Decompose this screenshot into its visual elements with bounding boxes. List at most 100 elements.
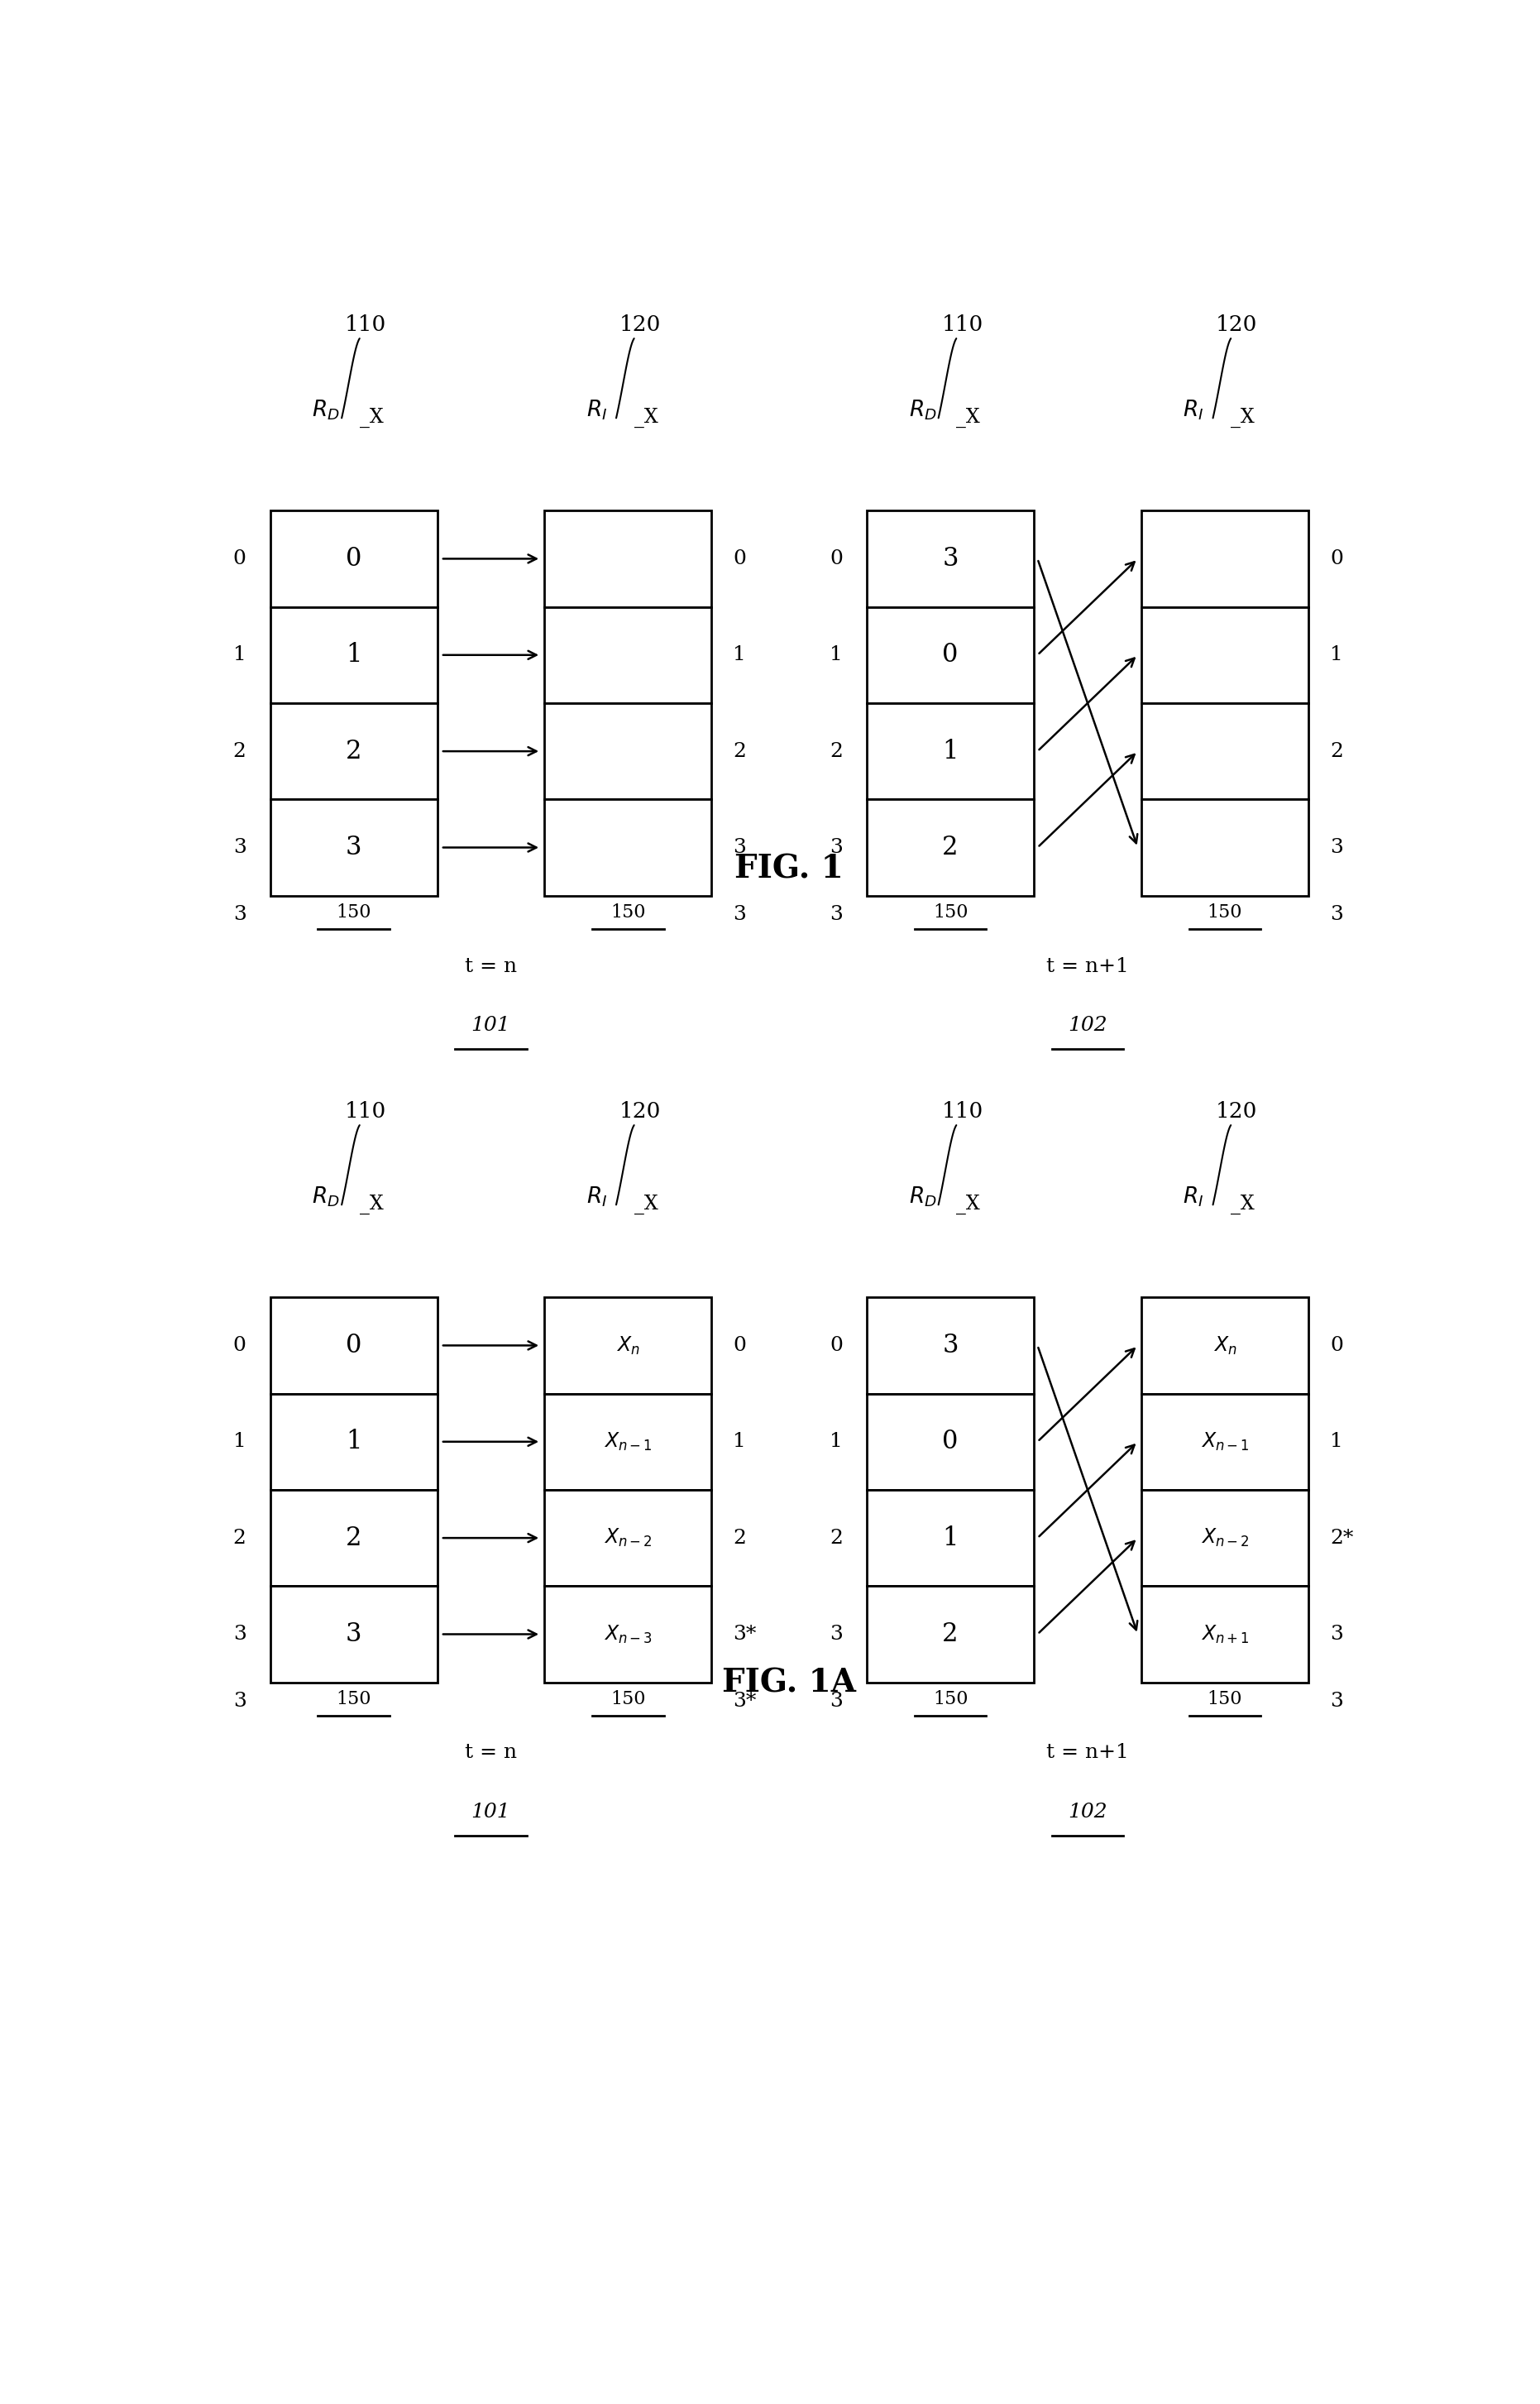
- Bar: [867, 510, 1033, 606]
- Text: 3: 3: [830, 1692, 842, 1712]
- Text: 110: 110: [941, 315, 983, 334]
- Text: $X_{n+1}$: $X_{n+1}$: [1201, 1623, 1249, 1644]
- Text: 3*: 3*: [733, 1692, 756, 1712]
- Text: 1: 1: [733, 647, 747, 664]
- Bar: [269, 801, 437, 897]
- Text: $R_I$: $R_I$: [587, 1185, 607, 1209]
- Text: FIG. 1A: FIG. 1A: [722, 1668, 856, 1700]
- Text: $X_n$: $X_n$: [616, 1334, 641, 1356]
- Text: 3: 3: [830, 839, 842, 856]
- Text: 0: 0: [733, 548, 747, 567]
- Text: 3: 3: [733, 839, 747, 856]
- Text: _X: _X: [1230, 1195, 1255, 1214]
- Text: 2: 2: [830, 743, 842, 760]
- Text: 2: 2: [233, 743, 246, 760]
- Bar: [1141, 606, 1309, 702]
- Bar: [1141, 1394, 1309, 1490]
- Text: $X_{n-1}$: $X_{n-1}$: [1201, 1430, 1249, 1452]
- Text: 2: 2: [345, 738, 362, 764]
- Bar: [545, 702, 711, 801]
- Text: 2: 2: [733, 1529, 747, 1548]
- Text: 0: 0: [233, 1337, 246, 1356]
- Text: 1: 1: [942, 1524, 958, 1551]
- Bar: [545, 1490, 711, 1587]
- Text: 1: 1: [830, 1433, 842, 1452]
- Text: 1: 1: [733, 1433, 747, 1452]
- Text: 1: 1: [345, 642, 362, 668]
- Text: _X: _X: [634, 406, 658, 428]
- Text: 150: 150: [610, 1690, 645, 1707]
- Text: 120: 120: [1217, 315, 1258, 334]
- Bar: [269, 1587, 437, 1683]
- Text: 1: 1: [345, 1428, 362, 1454]
- Text: _X: _X: [956, 1195, 979, 1214]
- Text: 120: 120: [619, 315, 661, 334]
- Text: $X_{n-3}$: $X_{n-3}$: [604, 1623, 653, 1644]
- Text: 120: 120: [1217, 1101, 1258, 1120]
- Text: 3: 3: [942, 1332, 958, 1358]
- Bar: [545, 510, 711, 606]
- Text: t = n+1: t = n+1: [1046, 1743, 1129, 1762]
- Bar: [269, 1490, 437, 1587]
- Bar: [545, 1394, 711, 1490]
- Text: 0: 0: [233, 548, 246, 567]
- Text: 3*: 3*: [733, 1625, 756, 1644]
- Text: 102: 102: [1067, 1803, 1107, 1822]
- Text: 3: 3: [345, 834, 362, 861]
- Text: 3: 3: [1331, 839, 1343, 856]
- Text: 3: 3: [233, 1692, 246, 1712]
- Text: 120: 120: [619, 1101, 661, 1120]
- Text: 0: 0: [1331, 1337, 1343, 1356]
- Text: 3: 3: [1331, 904, 1343, 923]
- Text: 150: 150: [933, 904, 969, 921]
- Bar: [269, 1298, 437, 1394]
- Text: t = n+1: t = n+1: [1046, 957, 1129, 976]
- Bar: [867, 1298, 1033, 1394]
- Text: 1: 1: [233, 1433, 246, 1452]
- Text: 1: 1: [1331, 647, 1343, 664]
- Text: 0: 0: [830, 1337, 842, 1356]
- Text: $X_{n-1}$: $X_{n-1}$: [604, 1430, 653, 1452]
- Text: $X_{n-2}$: $X_{n-2}$: [1201, 1527, 1249, 1548]
- Text: 0: 0: [345, 1332, 362, 1358]
- Text: _X: _X: [634, 1195, 658, 1214]
- Text: 3: 3: [233, 839, 246, 856]
- Text: 2: 2: [942, 1620, 958, 1647]
- Text: $R_D$: $R_D$: [909, 1185, 936, 1209]
- Text: t = n: t = n: [465, 1743, 517, 1762]
- Bar: [545, 606, 711, 702]
- Bar: [867, 1394, 1033, 1490]
- Bar: [269, 1394, 437, 1490]
- Text: $X_{n-2}$: $X_{n-2}$: [604, 1527, 653, 1548]
- Text: 3: 3: [733, 904, 747, 923]
- Text: 1: 1: [1331, 1433, 1343, 1452]
- Text: _X: _X: [360, 406, 383, 428]
- Bar: [867, 801, 1033, 897]
- Bar: [545, 801, 711, 897]
- Text: 1: 1: [942, 738, 958, 764]
- Text: $R_I$: $R_I$: [1183, 399, 1204, 421]
- Text: 0: 0: [830, 548, 842, 567]
- Text: 110: 110: [345, 315, 387, 334]
- Text: 3: 3: [830, 1625, 842, 1644]
- Text: 0: 0: [733, 1337, 747, 1356]
- Text: 3: 3: [233, 904, 246, 923]
- Text: _X: _X: [956, 406, 979, 428]
- Text: FIG. 1: FIG. 1: [735, 853, 844, 885]
- Text: 0: 0: [345, 546, 362, 572]
- Text: 150: 150: [610, 904, 645, 921]
- Text: 101: 101: [471, 1017, 511, 1036]
- Text: 1: 1: [233, 647, 246, 664]
- Bar: [1141, 1490, 1309, 1587]
- Text: _X: _X: [360, 1195, 383, 1214]
- Text: 150: 150: [1207, 904, 1243, 921]
- Text: 2: 2: [233, 1529, 246, 1548]
- Bar: [1141, 702, 1309, 801]
- Text: 2: 2: [830, 1529, 842, 1548]
- Bar: [867, 702, 1033, 801]
- Text: 3: 3: [1331, 1692, 1343, 1712]
- Text: 3: 3: [830, 904, 842, 923]
- Text: 102: 102: [1067, 1017, 1107, 1036]
- Text: $R_D$: $R_D$: [311, 399, 340, 421]
- Text: 150: 150: [1207, 1690, 1243, 1707]
